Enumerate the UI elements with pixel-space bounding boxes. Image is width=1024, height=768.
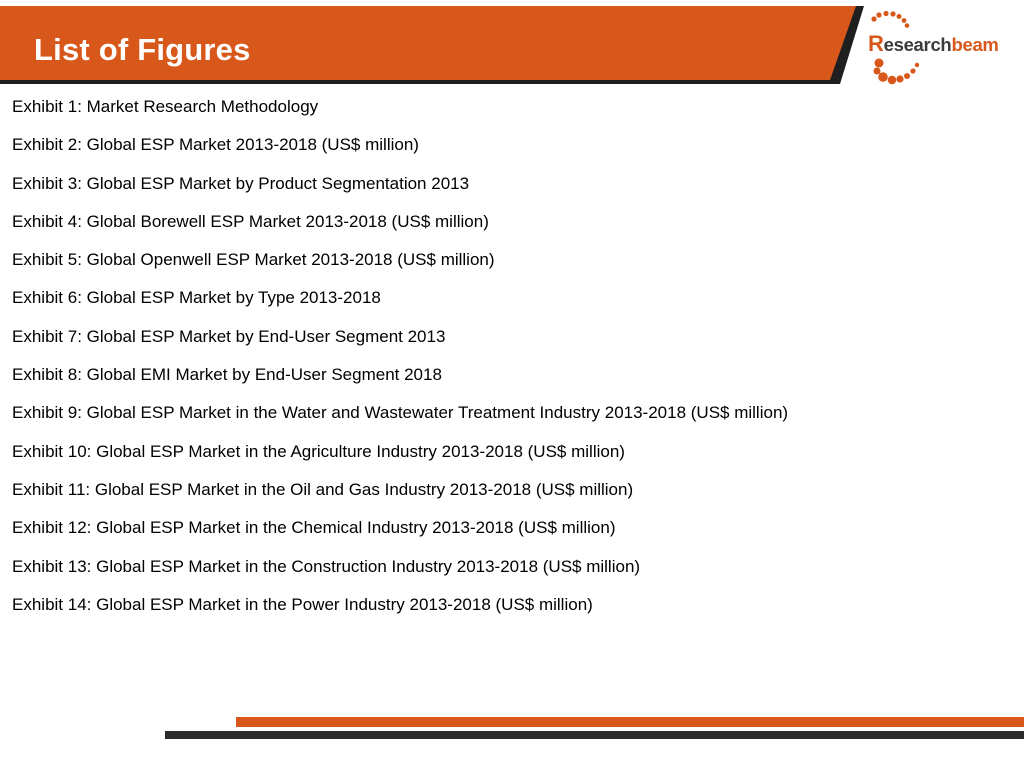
figure-list-item: Exhibit 8: Global EMI Market by End-User… (12, 365, 442, 385)
figure-list-item: Exhibit 14: Global ESP Market in the Pow… (12, 594, 593, 614)
page-title: List of Figures (34, 32, 251, 67)
footer-orange-rule (236, 717, 1024, 727)
figure-list-item: Exhibit 5: Global Openwell ESP Market 20… (12, 250, 495, 270)
figure-list-item: Exhibit 1: Market Research Methodology (12, 97, 319, 116)
header-banner (0, 6, 864, 84)
figure-list-item: Exhibit 10: Global ESP Market in the Agr… (12, 441, 625, 461)
figure-list: Exhibit 1: Market Research Methodology E… (12, 96, 788, 632)
header-orange-band (0, 6, 856, 80)
footer-dark-rule (165, 731, 1024, 739)
figure-list-item: Exhibit 6: Global ESP Market by Type 201… (12, 288, 381, 308)
brand-wordmark-search: esearch (883, 34, 952, 55)
figure-list-item: Exhibit 13: Global ESP Market in the Con… (12, 556, 641, 576)
brand-wordmark: Researchbeam (868, 33, 999, 56)
figure-list-item: Exhibit 3: Global ESP Market by Product … (12, 173, 470, 193)
figure-list-item: Exhibit 2: Global ESP Market 2013-2018 (… (12, 135, 419, 155)
brand-wordmark-initial: R (868, 31, 884, 56)
figure-list-item: Exhibit 4: Global Borewell ESP Market 20… (12, 211, 489, 231)
brand-wordmark-beam: beam (951, 34, 999, 55)
researchbeam-logo-icon (871, 10, 920, 85)
figure-list-item: Exhibit 9: Global ESP Market in the Wate… (12, 403, 789, 423)
figure-list-item: Exhibit 12: Global ESP Market in the Che… (12, 518, 616, 538)
figure-list-item: Exhibit 7: Global ESP Market by End-User… (12, 326, 446, 346)
figure-list-item: Exhibit 11: Global ESP Market in the Oil… (12, 479, 634, 499)
